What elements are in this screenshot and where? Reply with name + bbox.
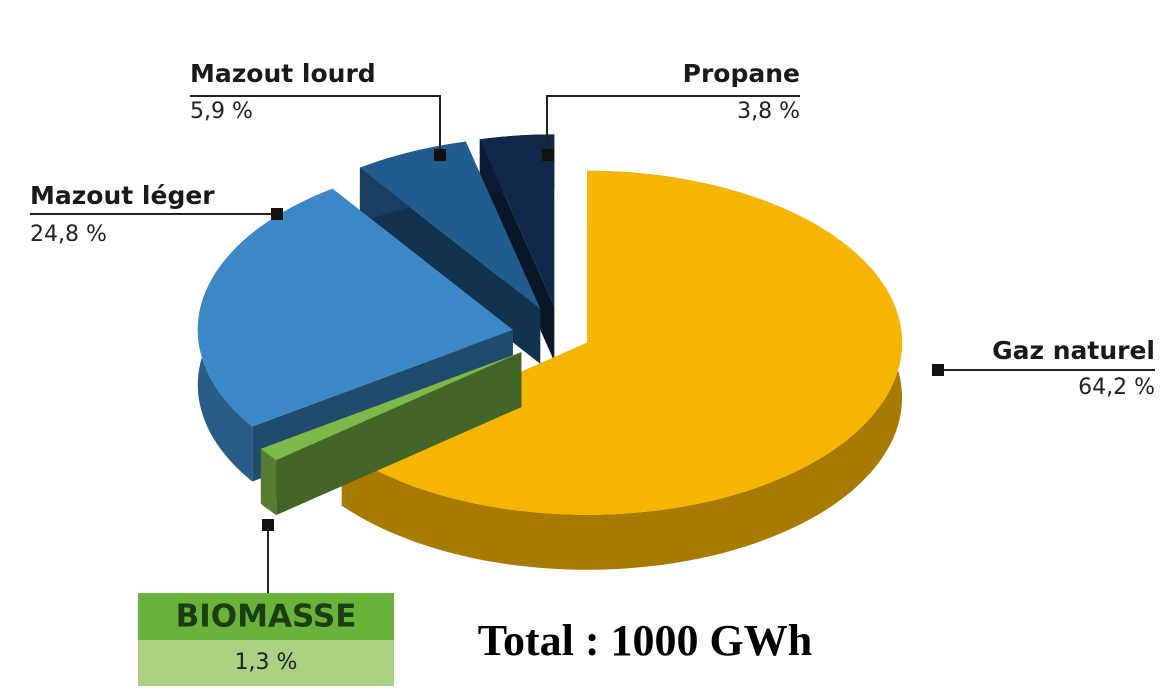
- leader-line: [546, 95, 800, 155]
- annotation: Total : 1000 GWh: [478, 616, 813, 665]
- slice: [359, 141, 541, 309]
- slice: [359, 141, 541, 364]
- pie: [197, 134, 903, 570]
- leader-marker: [271, 208, 283, 220]
- slice: [479, 134, 555, 307]
- data-label: 3,8 %: [737, 99, 800, 124]
- leader-line: [190, 95, 441, 155]
- legend-label: Propane: [683, 59, 800, 88]
- slice: [260, 352, 522, 516]
- legend-label: Gaz naturel: [992, 336, 1155, 365]
- slice: [197, 188, 513, 427]
- legend-label: Mazout léger: [30, 181, 215, 210]
- slice: [260, 352, 522, 461]
- label-box: [138, 640, 394, 686]
- slice-radial-side: [359, 167, 541, 364]
- legend-label: BIOMASSE: [176, 599, 357, 635]
- slice: [341, 170, 903, 515]
- leader-marker: [262, 519, 274, 531]
- leader-marker: [932, 364, 944, 376]
- data-label: 5,9 %: [190, 99, 253, 124]
- leader-marker: [434, 149, 446, 161]
- legend-label: Mazout lourd: [190, 59, 376, 88]
- slice-radial-side: [260, 352, 522, 504]
- leader-marker: [542, 149, 554, 161]
- data-label: 24,8 %: [30, 222, 107, 247]
- data-label: 64,2 %: [1078, 375, 1155, 400]
- slice-side: [260, 448, 277, 516]
- label-box: [138, 593, 394, 640]
- slice-side: [341, 170, 903, 570]
- data-label: 1,3 %: [235, 650, 298, 675]
